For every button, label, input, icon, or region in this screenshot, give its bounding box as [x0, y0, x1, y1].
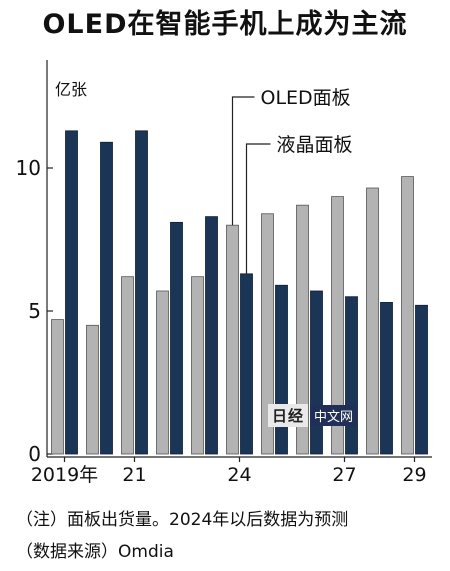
- bar-oled: [331, 196, 344, 455]
- bar-lcd: [275, 284, 288, 455]
- x-tick-label: 21: [122, 464, 146, 486]
- watermark: 日经 中文网: [268, 404, 358, 427]
- legend-leader-oled: [231, 96, 255, 226]
- bar-oled: [51, 319, 64, 455]
- y-tick-label: 5: [28, 299, 41, 323]
- y-tick-label: 0: [28, 442, 41, 466]
- note-shipment: （注）面板出货量。2024年以后数据为预测: [16, 510, 349, 530]
- bar-lcd: [380, 302, 393, 455]
- bar-lcd: [240, 273, 253, 455]
- legend-label-oled: OLED面板: [261, 87, 351, 109]
- x-tick-label: 27: [332, 464, 356, 486]
- y-tick-label: 10: [16, 156, 41, 180]
- bar-lcd: [205, 216, 218, 455]
- legend-label-lcd: 液晶面板: [277, 134, 353, 156]
- legend-leader-lcd: [245, 143, 271, 274]
- watermark-box: 中文网: [310, 405, 358, 426]
- y-unit-label: 亿张: [55, 80, 87, 99]
- bar-lcd: [170, 221, 183, 455]
- x-tick-label: 29: [402, 464, 426, 486]
- bar-oled: [156, 290, 169, 455]
- bar-oled: [191, 276, 204, 455]
- bar-oled: [121, 276, 134, 455]
- bar-oled: [296, 204, 309, 455]
- bar-lcd: [310, 290, 323, 455]
- bar-lcd: [415, 304, 428, 455]
- x-tick-label: 2019年: [31, 464, 98, 486]
- bar-oled: [86, 324, 99, 455]
- bar-lcd: [65, 130, 78, 455]
- watermark-logo: 日经: [268, 404, 309, 427]
- bar-lcd: [345, 296, 358, 455]
- x-tick-label: 24: [227, 464, 251, 486]
- bar-oled: [226, 224, 239, 455]
- bar-oled: [366, 187, 379, 455]
- bar-lcd: [135, 130, 148, 455]
- bar-lcd: [100, 141, 113, 455]
- chart-title: OLED在智能手机上成为主流: [42, 9, 408, 40]
- note-source: （数据来源）Omdia: [16, 542, 174, 562]
- bar-oled: [261, 213, 274, 455]
- bar-oled: [401, 176, 414, 455]
